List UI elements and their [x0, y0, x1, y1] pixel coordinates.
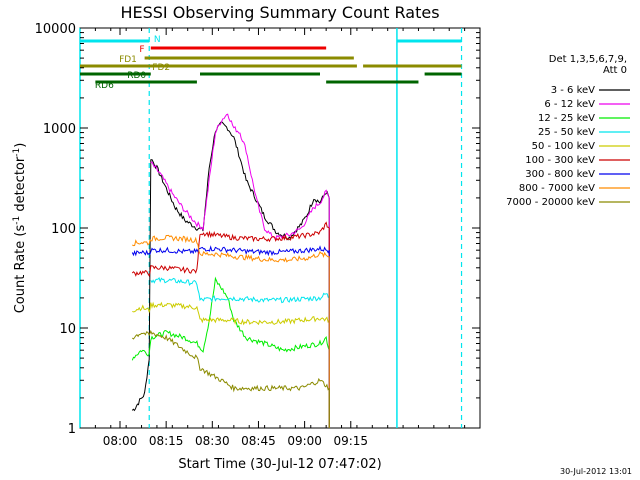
legend-label-5: 100 - 300 keV [525, 155, 595, 166]
x-axis-label: Start Time (30-Jul-12 07:47:02) [178, 457, 381, 472]
legend-header-0: Det 1,3,5,6,7,9, [549, 54, 627, 65]
flag-label-n: N [154, 35, 161, 45]
flag-label-rd6: RD6 [95, 81, 114, 91]
x-axis: 08:00 08:15 08:30 08:45 09:00 09:15 [94, 28, 466, 448]
flag-label-f: F [139, 45, 144, 55]
legend-label-3: 25 - 50 keV [538, 127, 595, 138]
series-lines [131, 113, 330, 428]
series-line-2 [131, 276, 330, 361]
y-axis-label-end: ) [13, 143, 28, 148]
y-axis-label: Count Rate (s-1 detector-1) [12, 143, 28, 314]
legend-label-1: 6 - 12 keV [544, 99, 595, 110]
vertical-markers [79, 28, 463, 428]
legend-label-6: 300 - 800 keV [525, 169, 595, 180]
series-line-6 [131, 245, 330, 257]
x-tick-label-4: 09:00 [287, 434, 322, 448]
legend-header-1: Att 0 [603, 65, 627, 76]
flag-label-fd1: FD1 [119, 55, 137, 65]
x-tick-label-1: 08:15 [149, 434, 184, 448]
legend: Det 1,3,5,6,7,9,Att 0 3 - 6 keV 6 - 12 keV… [506, 54, 630, 208]
x-tick-label-2: 08:30 [195, 434, 230, 448]
series-line-3 [150, 277, 330, 304]
legend-label-8: 7000 - 20000 keV [506, 197, 595, 208]
series-line-5 [131, 221, 330, 278]
y-axis-label-sup2: -1 [12, 148, 22, 157]
y-axis: 10000 1000 100 10 1 [35, 22, 480, 437]
series-line-1 [150, 113, 330, 240]
series-line-4 [132, 301, 330, 326]
y-axis-label-sup1: -1 [12, 216, 22, 225]
x-tick-label-0: 08:00 [103, 434, 138, 448]
y-axis-label-main: Count Rate (s [13, 225, 28, 314]
legend-label-4: 50 - 100 keV [532, 141, 596, 152]
series-line-8 [132, 329, 330, 393]
x-tick-label-5: 09:15 [333, 434, 368, 448]
y-tick-label-3: 10 [59, 322, 76, 337]
legend-label-0: 3 - 6 keV [551, 85, 595, 96]
flag-label-rd0: RD0 [127, 71, 146, 81]
x-tick-label-3: 08:45 [241, 434, 276, 448]
y-axis-label-mid: detector [13, 156, 28, 216]
y-tick-label-1: 1000 [43, 122, 76, 137]
timestamp: 30-Jul-2012 13:01 [560, 467, 632, 476]
y-tick-label-2: 100 [51, 222, 76, 237]
chart-title: HESSI Observing Summary Count Rates [120, 3, 439, 22]
flag-label-fd2: FD2 [152, 63, 170, 73]
legend-label-7: 800 - 7000 keV [519, 183, 595, 194]
y-tick-label-0: 10000 [35, 22, 76, 37]
series-line-7 [132, 234, 330, 263]
y-tick-label-4: 1 [68, 422, 76, 437]
plot-frame [79, 27, 481, 429]
legend-label-2: 12 - 25 keV [538, 113, 595, 124]
